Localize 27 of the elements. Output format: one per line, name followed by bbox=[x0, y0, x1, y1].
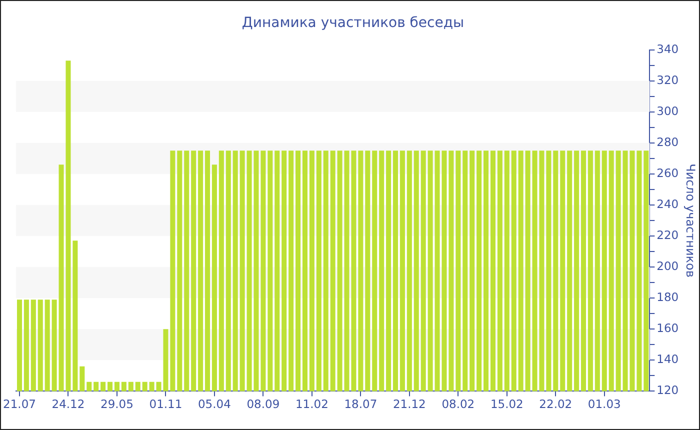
y-tick-label: 320 bbox=[656, 72, 679, 87]
y-tick-label: 240 bbox=[656, 196, 679, 211]
x-tick-label: 01.03 bbox=[588, 397, 621, 412]
y-tick-label: 340 bbox=[656, 42, 679, 56]
chart-title: Динамика участников беседы bbox=[242, 15, 464, 32]
y-tick-label: 260 bbox=[656, 166, 679, 180]
y-tick-label: 200 bbox=[656, 259, 679, 274]
x-tick-label: 22.02 bbox=[539, 397, 572, 412]
x-tick-label: 18.07 bbox=[344, 397, 378, 412]
x-tick-label: 24.12 bbox=[52, 397, 85, 412]
y-tick-label: 140 bbox=[656, 352, 679, 366]
x-tick-label: 05.04 bbox=[198, 397, 231, 412]
x-tick-label: 15.02 bbox=[490, 397, 524, 412]
x-tick-label: 21.07 bbox=[3, 397, 36, 412]
x-tick-label: 21.12 bbox=[392, 397, 426, 412]
x-tick-label: 08.02 bbox=[442, 397, 475, 412]
y-tick-label: 160 bbox=[656, 321, 679, 336]
y-tick-label: 220 bbox=[656, 228, 679, 242]
y-tick-label: 300 bbox=[656, 104, 679, 118]
y-tick-label: 280 bbox=[656, 134, 679, 149]
y-tick-label: 180 bbox=[656, 290, 679, 304]
x-tick-label: 01.11 bbox=[149, 397, 182, 412]
x-tick-label: 29.05 bbox=[100, 397, 134, 412]
y-tick-label: 120 bbox=[656, 383, 679, 398]
y-axis-title: Число участников bbox=[684, 164, 698, 278]
x-tick-label: 11.02 bbox=[295, 397, 328, 412]
x-tick-label: 08.09 bbox=[246, 397, 280, 412]
